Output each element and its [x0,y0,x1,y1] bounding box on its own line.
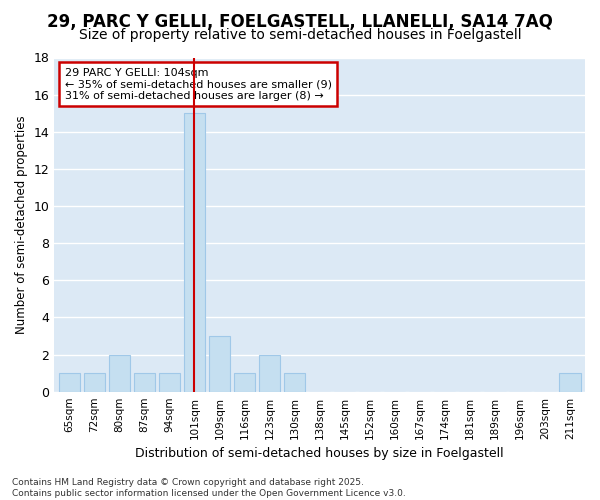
Bar [259,354,280,392]
Bar [159,373,180,392]
X-axis label: Distribution of semi-detached houses by size in Foelgastell: Distribution of semi-detached houses by … [136,447,504,460]
Bar [84,373,105,392]
Bar [209,336,230,392]
Bar [184,113,205,392]
Text: 29, PARC Y GELLI, FOELGASTELL, LLANELLI, SA14 7AQ: 29, PARC Y GELLI, FOELGASTELL, LLANELLI,… [47,12,553,30]
Bar [134,373,155,392]
Bar [59,373,80,392]
Bar [234,373,255,392]
Bar [109,354,130,392]
Bar [559,373,581,392]
Bar [284,373,305,392]
Text: Size of property relative to semi-detached houses in Foelgastell: Size of property relative to semi-detach… [79,28,521,42]
Text: Contains HM Land Registry data © Crown copyright and database right 2025.
Contai: Contains HM Land Registry data © Crown c… [12,478,406,498]
Y-axis label: Number of semi-detached properties: Number of semi-detached properties [15,116,28,334]
Text: 29 PARC Y GELLI: 104sqm
← 35% of semi-detached houses are smaller (9)
31% of sem: 29 PARC Y GELLI: 104sqm ← 35% of semi-de… [65,68,332,100]
